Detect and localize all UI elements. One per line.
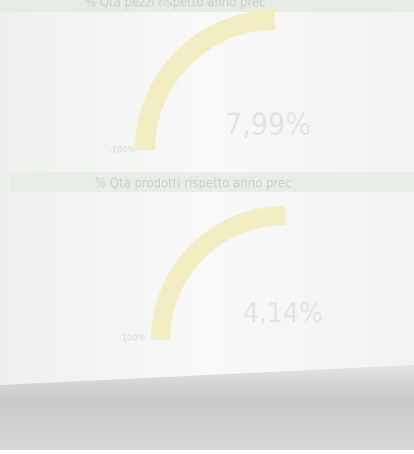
screen-bezel [0, 365, 414, 450]
header-bar [0, 0, 414, 12]
gauge-value: 4,14% [243, 296, 323, 329]
gauge-value: 7,99% [225, 108, 311, 143]
header-bar [10, 172, 414, 192]
gauge-min-label: -100% [119, 334, 145, 344]
panel-header: % Qtà pezzi rispetto anno prec [85, 0, 266, 11]
gauge-min-label: -100% [109, 146, 135, 156]
gauge-arc [135, 10, 275, 150]
gauge-arc [151, 206, 285, 340]
panel-header: % Qtà prodotti rispetto anno prec [95, 177, 292, 192]
